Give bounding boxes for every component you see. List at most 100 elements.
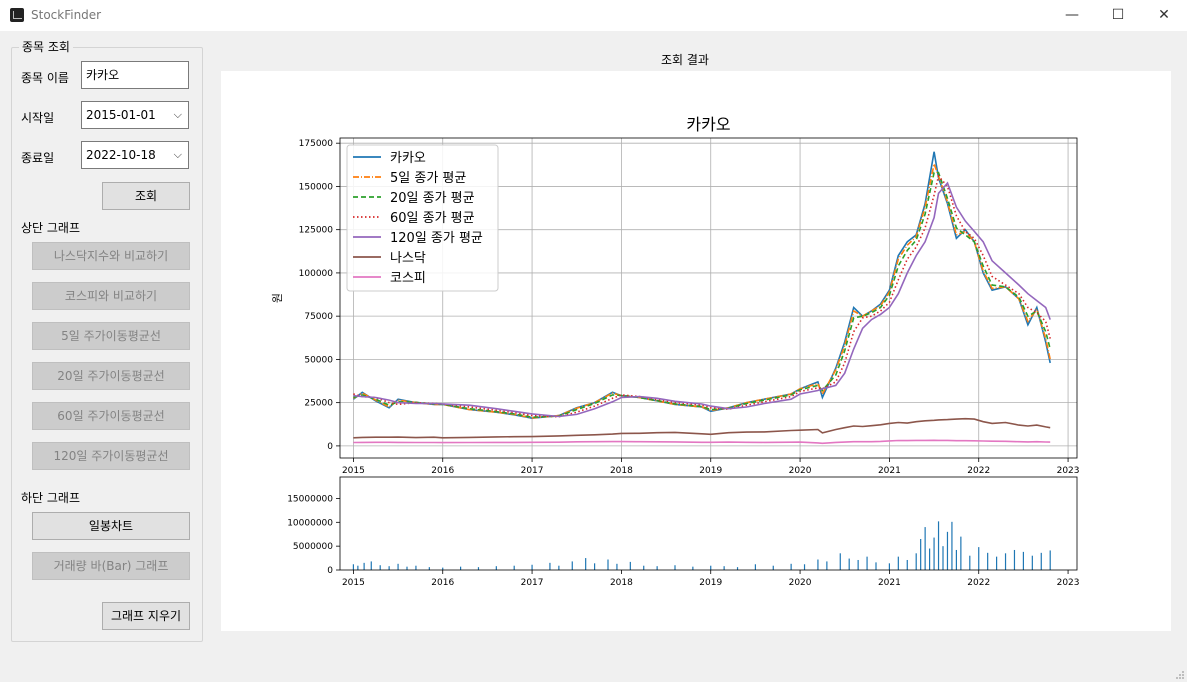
- volume-x-tick-label: 2019: [699, 578, 722, 588]
- start-date-value: 2015-01-01: [86, 108, 156, 122]
- legend-label: 20일 종가 평균: [390, 191, 475, 206]
- ma60-button[interactable]: 60일 주가이동평균선: [32, 402, 190, 430]
- volume-bar: [929, 548, 931, 570]
- volume-x-tick-label: 2023: [1057, 578, 1080, 588]
- volume-bar: [906, 559, 908, 570]
- query-group-title: 종목 조회: [19, 38, 73, 55]
- compare-nasdaq-button[interactable]: 나스닥지수와 비교하기: [32, 242, 190, 270]
- volume-bar: [513, 565, 515, 570]
- ma5-button[interactable]: 5일 주가이동평균선: [32, 322, 190, 350]
- volume-bar: [937, 521, 940, 570]
- series-line-nasdaq: [353, 417, 1051, 439]
- volume-bar: [1004, 553, 1007, 570]
- y-tick-label: 75000: [304, 312, 333, 322]
- volume-bar: [960, 536, 962, 570]
- volume-bar: [428, 567, 430, 570]
- volume-bar: [942, 546, 944, 570]
- volume-bar: [946, 531, 949, 570]
- volume-bar: [848, 558, 850, 570]
- volume-bar: [379, 565, 381, 570]
- stock-name-label: 종목 이름: [21, 71, 69, 85]
- stock-name-input[interactable]: 카카오: [81, 61, 189, 89]
- volume-bar: [363, 562, 365, 570]
- query-groupbox: [11, 47, 203, 642]
- volume-x-tick-label: 2017: [521, 578, 544, 588]
- x-tick-label: 2015: [342, 466, 365, 476]
- volume-x-tick-label: 2018: [610, 578, 633, 588]
- volume-y-tick-label: 10000000: [287, 518, 333, 528]
- x-tick-label: 2016: [431, 466, 454, 476]
- volume-bar: [951, 521, 953, 570]
- volume-bar: [790, 563, 792, 570]
- window-title: StockFinder: [31, 8, 102, 22]
- volume-bar: [723, 566, 725, 570]
- resize-grip-icon[interactable]: [1175, 670, 1185, 680]
- volume-bar: [710, 565, 712, 570]
- volume-bar: [875, 562, 877, 570]
- volume-bar: [924, 527, 926, 570]
- volume-bar: [585, 558, 587, 570]
- legend-label: 나스닥: [390, 251, 426, 266]
- volume-bar: [1049, 550, 1051, 570]
- volume-bar: [370, 561, 372, 570]
- volume-bar: [933, 537, 935, 570]
- y-tick-label: 125000: [299, 226, 334, 236]
- volume-bar: [978, 547, 980, 570]
- compare-kospi-button[interactable]: 코스피와 비교하기: [32, 282, 190, 310]
- volume-frame: [339, 476, 1078, 571]
- volume-bar: [803, 564, 806, 570]
- volume-x-tick-label: 2022: [967, 578, 990, 588]
- volume-bar: [996, 556, 998, 570]
- volume-bar: [1022, 551, 1024, 570]
- legend-label: 코스피: [390, 271, 426, 286]
- volume-bar: [857, 559, 859, 570]
- volume-bar: [915, 553, 917, 570]
- volume-y-tick-label: 5000000: [293, 542, 333, 552]
- volume-x-tick-label: 2021: [878, 578, 901, 588]
- volume-bar: [866, 556, 868, 570]
- volume-bar: [656, 566, 658, 570]
- volume-bar: [736, 567, 739, 570]
- start-date-picker[interactable]: 2015-01-01 ⌵: [81, 101, 189, 129]
- volume-bar: [955, 549, 957, 570]
- volume-bar: [531, 564, 533, 570]
- volume-bar: [674, 565, 676, 570]
- series-line-ma20: [353, 171, 1051, 419]
- volume-bar: [415, 565, 417, 570]
- clear-graph-button[interactable]: 그래프 지우기: [102, 602, 190, 630]
- volume-bar: [616, 563, 618, 570]
- volume-bar: [357, 565, 359, 570]
- minimize-button[interactable]: —: [1065, 7, 1079, 23]
- y-tick-label: 175000: [299, 139, 334, 149]
- volume-bar: [607, 559, 609, 570]
- chevron-down-icon[interactable]: ⌵: [173, 148, 182, 161]
- x-tick-label: 2023: [1057, 466, 1080, 476]
- volume-bar: [495, 566, 497, 570]
- volume-y-tick-label: 0: [327, 566, 333, 576]
- volume-x-tick-label: 2015: [342, 578, 365, 588]
- app-chart-icon: [10, 8, 24, 22]
- x-tick-label: 2017: [521, 466, 544, 476]
- volume-bar: [817, 559, 819, 570]
- ma20-button[interactable]: 20일 주가이동평균선: [32, 362, 190, 390]
- legend-label: 120일 종가 평균: [390, 231, 483, 246]
- upper-graph-label: 상단 그래프: [21, 221, 81, 235]
- series-line-ma60: [353, 174, 1051, 418]
- legend-box: [346, 144, 499, 292]
- volume-bar: [460, 566, 462, 570]
- ma120-button[interactable]: 120일 주가이동평균선: [32, 442, 190, 470]
- chart-title: 카카오: [686, 115, 730, 134]
- end-date-picker[interactable]: 2022-10-18 ⌵: [81, 141, 189, 169]
- volume-bar-button[interactable]: 거래량 바(Bar) 그래프: [32, 552, 190, 580]
- legend-label: 5일 종가 평균: [390, 171, 466, 186]
- volume-x-tick-label: 2020: [789, 578, 812, 588]
- volume-bar: [571, 561, 573, 570]
- volume-x-tick-label: 2016: [431, 578, 454, 588]
- volume-bar: [643, 565, 645, 570]
- chevron-down-icon[interactable]: ⌵: [173, 108, 182, 121]
- maximize-button[interactable]: ☐: [1111, 7, 1125, 23]
- volume-bar: [692, 566, 694, 570]
- search-button[interactable]: 조회: [102, 182, 190, 210]
- close-button[interactable]: ✕: [1158, 7, 1170, 23]
- candlestick-button[interactable]: 일봉차트: [32, 512, 190, 540]
